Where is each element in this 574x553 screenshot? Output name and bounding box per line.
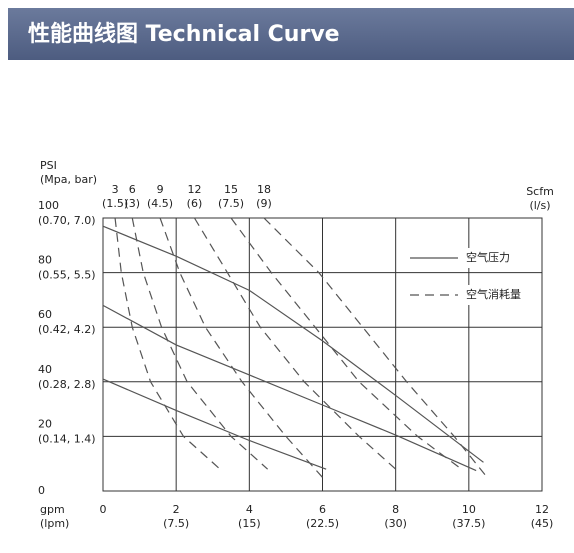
y-axis-sublabel: (Mpa, bar) — [40, 173, 97, 186]
curve-sublabel: (3) — [124, 197, 140, 210]
x-tick-sublabel: (37.5) — [452, 517, 485, 530]
top-axis-sublabel: (l/s) — [529, 199, 550, 212]
pressure-curve — [102, 225, 484, 463]
curve-label: 12 — [187, 183, 201, 196]
legend-label: 空气消耗量 — [466, 287, 521, 301]
consumption-curve — [131, 217, 269, 470]
curve-sublabel: (4.5) — [147, 197, 173, 210]
consumption-curve — [193, 217, 397, 470]
chart-title: 性能曲线图 Technical Curve — [28, 21, 340, 47]
legend-label: 空气压力 — [466, 250, 510, 264]
consumption-curve — [159, 217, 323, 478]
x-tick-sublabel: (22.5) — [306, 517, 339, 530]
curve-label: 6 — [129, 183, 136, 196]
y-tick-sublabel: (0.55, 5.5) — [38, 269, 96, 282]
y-tick-label: 20 — [38, 417, 52, 430]
x-tick-label: 8 — [392, 503, 399, 516]
consumption-curve — [114, 217, 221, 470]
curve-sublabel: (6) — [187, 197, 203, 210]
y-tick-label: 80 — [38, 254, 52, 267]
curve-label: 15 — [224, 183, 238, 196]
curve-label: 9 — [157, 183, 164, 196]
consumption-curve — [263, 217, 488, 478]
y-tick-sublabel: (0.70, 7.0) — [38, 214, 96, 227]
curve-sublabel: (1.5) — [102, 197, 128, 210]
curve-label: 3 — [112, 183, 119, 196]
consumption-curve — [230, 217, 462, 470]
pressure-curve — [102, 378, 327, 470]
y-axis-label: PSI — [40, 159, 57, 172]
curve-label: 18 — [257, 183, 271, 196]
x-axis-sublabel: (lpm) — [40, 517, 69, 530]
x-tick-sublabel: (45) — [531, 517, 554, 530]
y-tick-sublabel: (0.14, 1.4) — [38, 432, 96, 445]
y-tick-sublabel: (0.42, 4.2) — [38, 323, 96, 336]
legend-bg — [405, 248, 535, 268]
x-tick-sublabel: (30) — [384, 517, 407, 530]
x-tick-label: 6 — [319, 503, 326, 516]
x-axis-label: gpm — [40, 503, 65, 516]
x-tick-sublabel: (15) — [238, 517, 261, 530]
curve-sublabel: (7.5) — [218, 197, 244, 210]
pressure-curve — [102, 304, 477, 472]
y-tick-label: 40 — [38, 363, 52, 376]
x-tick-label: 0 — [100, 503, 107, 516]
legend-bg — [405, 285, 535, 305]
x-tick-label: 4 — [246, 503, 253, 516]
y-tick-label: 60 — [38, 308, 52, 321]
x-tick-sublabel: (7.5) — [163, 517, 189, 530]
y-tick-label: 100 — [38, 199, 59, 212]
x-tick-label: 10 — [462, 503, 476, 516]
top-axis-label: Scfm — [526, 185, 554, 198]
curve-sublabel: (9) — [256, 197, 272, 210]
x-tick-label: 12 — [535, 503, 549, 516]
y-tick-label: 0 — [38, 484, 45, 497]
header-banner — [8, 8, 574, 60]
x-tick-label: 2 — [173, 503, 180, 516]
y-tick-sublabel: (0.28, 2.8) — [38, 378, 96, 391]
